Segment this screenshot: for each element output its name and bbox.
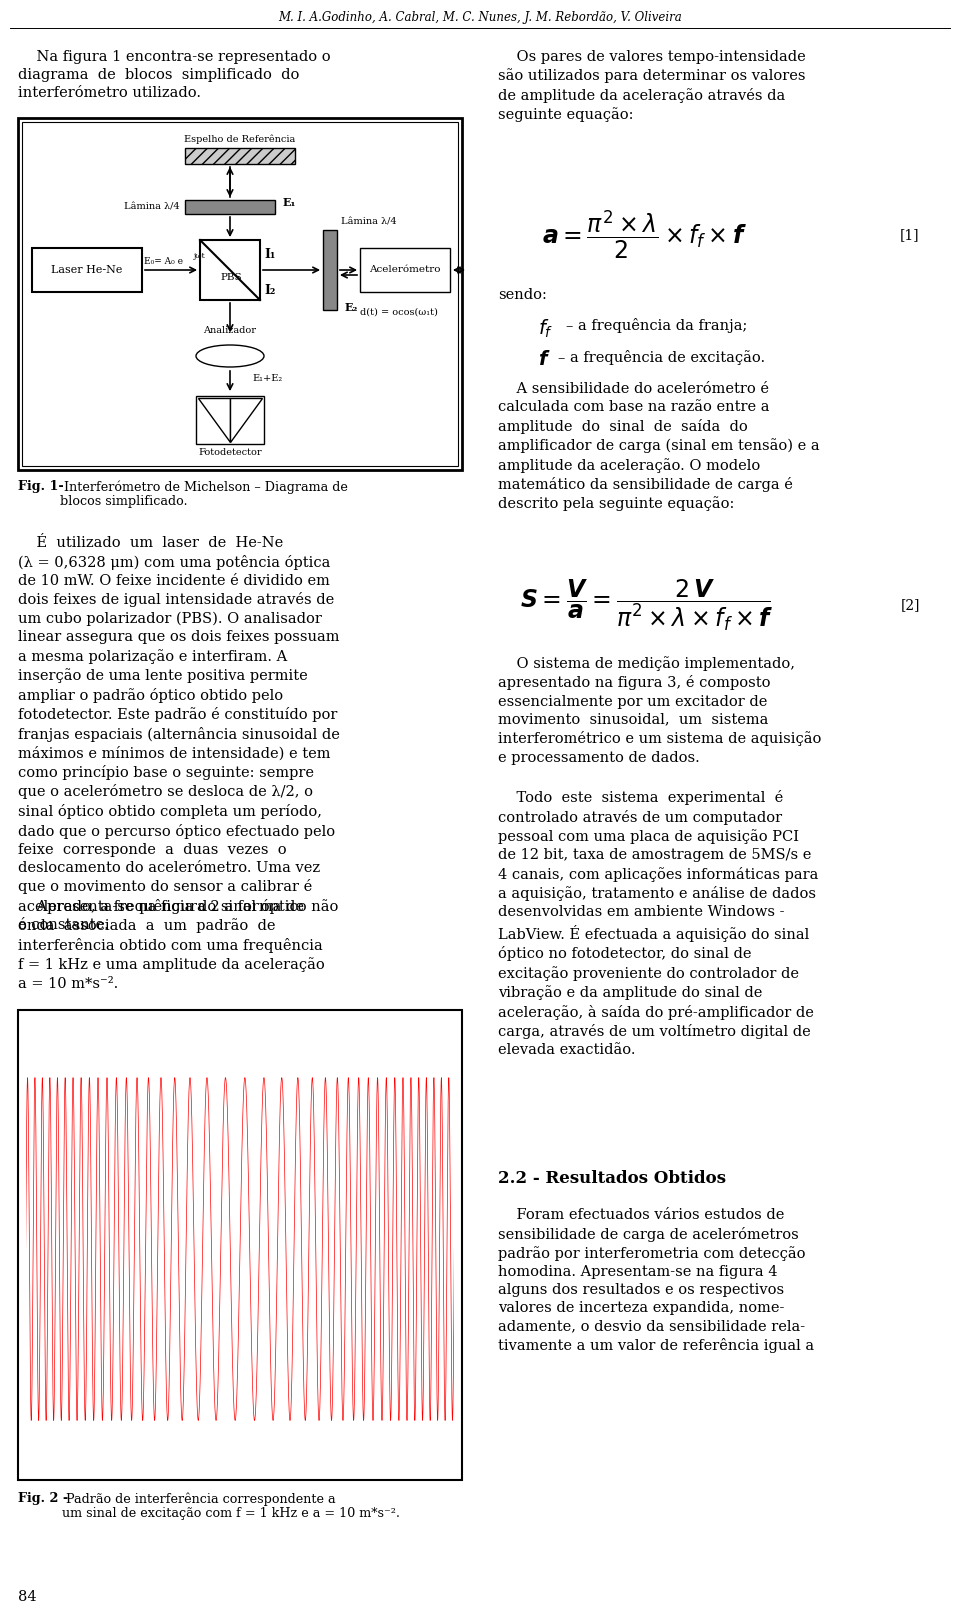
Text: Fig. 1-: Fig. 1- (18, 480, 63, 493)
Text: Lâmina λ/4: Lâmina λ/4 (341, 217, 396, 227)
Bar (323, 230, 337, 310)
Text: E₁: E₁ (283, 198, 297, 209)
FancyBboxPatch shape (32, 248, 142, 292)
Text: – a frequência de excitação.: – a frequência de excitação. (558, 350, 765, 365)
Text: O sistema de medição implementado,
apresentado na figura 3, é composto
essencial: O sistema de medição implementado, apres… (498, 655, 822, 764)
Bar (200, 240, 260, 300)
Bar (18, 118, 462, 470)
Text: I₁: I₁ (264, 248, 276, 261)
Text: Padrão de interferência correspondente a
um sinal de excitação com f = 1 kHz e a: Padrão de interferência correspondente a… (62, 1492, 400, 1520)
Text: Analizador: Analizador (204, 326, 256, 336)
Text: Apresenta-se na figura 2 a forma de
onda  associada  a  um  padrão  de
interferê: Apresenta-se na figura 2 a forma de onda… (18, 900, 324, 991)
Text: E₁+E₂: E₁+E₂ (252, 375, 282, 383)
Bar (196, 396, 264, 444)
Text: A sensibilidade do acelerómetro é
calculada com base na razão entre a
amplitude : A sensibilidade do acelerómetro é calcul… (498, 383, 820, 511)
Text: Os pares de valores tempo-intensidade
são utilizados para determinar os valores
: Os pares de valores tempo-intensidade sã… (498, 50, 805, 122)
Text: 84: 84 (18, 1590, 36, 1604)
Text: Espelho de Referência: Espelho de Referência (184, 135, 296, 144)
Text: M. I. A.Godinho, A. Cabral, M. C. Nunes, J. M. Rebordão, V. Oliveira: M. I. A.Godinho, A. Cabral, M. C. Nunes,… (278, 11, 682, 24)
Bar (185, 148, 295, 164)
Text: Fotodetector: Fotodetector (198, 448, 262, 457)
Text: Interferómetro de Michelson – Diagrama de
blocos simplificado.: Interferómetro de Michelson – Diagrama d… (60, 480, 348, 509)
Text: 2.2 - Resultados Obtidos: 2.2 - Resultados Obtidos (498, 1169, 726, 1187)
Text: sendo:: sendo: (498, 289, 547, 302)
Text: Fig. 2 -: Fig. 2 - (18, 1492, 68, 1505)
Text: $\boldsymbol{S} = \dfrac{\boldsymbol{V}}{\boldsymbol{a}} = \dfrac{2\,\boldsymbol: $\boldsymbol{S} = \dfrac{\boldsymbol{V}}… (520, 577, 774, 633)
Polygon shape (198, 397, 230, 443)
Bar (18, 1011, 462, 1479)
Text: [1]: [1] (900, 229, 920, 242)
Bar (185, 200, 275, 214)
Text: – a frequência da franja;: – a frequência da franja; (566, 318, 748, 333)
Text: Na figura 1 encontra-se representado o
diagrama  de  blocos  simplificado  do
in: Na figura 1 encontra-se representado o d… (18, 50, 330, 101)
Text: Laser He-Ne: Laser He-Ne (51, 264, 123, 276)
Text: Acelerómetro: Acelerómetro (370, 266, 441, 274)
Polygon shape (230, 397, 262, 443)
Text: d(t) = οcos(ω₁t): d(t) = οcos(ω₁t) (360, 308, 438, 316)
Text: $\boldsymbol{f_f}$: $\boldsymbol{f_f}$ (538, 318, 553, 341)
Text: Lâmina λ/4: Lâmina λ/4 (125, 203, 180, 211)
Text: É  utilizado  um  laser  de  He-Ne
(λ = 0,6328 μm) com uma potência óptica
de 10: É utilizado um laser de He-Ne (λ = 0,632… (18, 535, 340, 933)
Text: I₂: I₂ (264, 284, 276, 297)
Text: PBS: PBS (220, 274, 242, 282)
Bar (22, 122, 458, 466)
Text: Todo  este  sistema  experimental  é
controlado através de um computador
pessoal: Todo este sistema experimental é control… (498, 790, 818, 1058)
Text: $\boldsymbol{f}$: $\boldsymbol{f}$ (538, 350, 550, 368)
Ellipse shape (196, 345, 264, 367)
Text: $\boldsymbol{a} = \dfrac{\pi^2 \times \lambda}{2} \times \boldsymbol{f_f} \times: $\boldsymbol{a} = \dfrac{\pi^2 \times \l… (542, 209, 748, 261)
Text: [2]: [2] (900, 599, 920, 611)
Text: jωt: jωt (194, 251, 205, 260)
FancyBboxPatch shape (360, 248, 450, 292)
Text: E₀= A₀ e: E₀= A₀ e (144, 258, 183, 266)
Text: Foram efectuados vários estudos de
sensibilidade de carga de acelerómetros
padrã: Foram efectuados vários estudos de sensi… (498, 1208, 814, 1353)
Text: E₂: E₂ (345, 302, 358, 313)
